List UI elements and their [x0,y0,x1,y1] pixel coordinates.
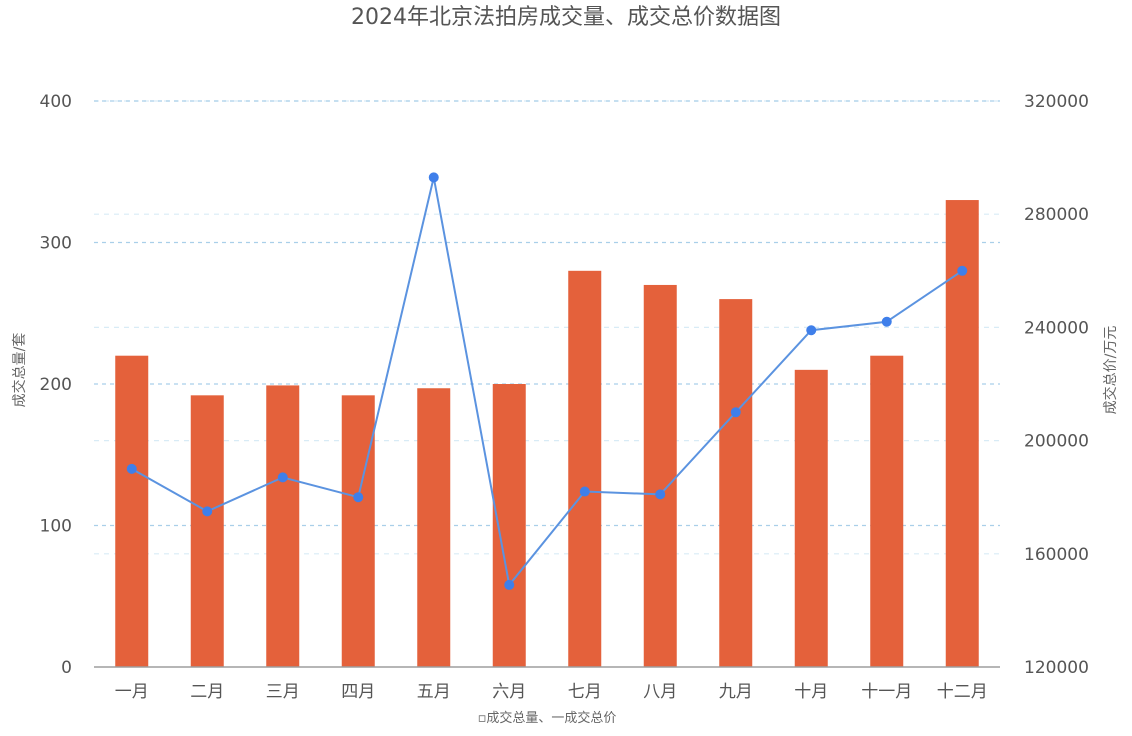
line-point-12 [957,265,968,276]
line-point-8 [655,489,666,500]
y-axis-left-title: 成交总量/套 [11,333,28,408]
x-tick-label: 五月 [417,682,451,702]
y-right-tick-label: 160000 [1024,545,1089,565]
bar-4 [341,395,375,667]
x-tick-label: 十二月 [937,682,988,702]
line-point-11 [881,316,892,327]
x-tick-label: 四月 [341,682,375,702]
bar-2 [190,395,224,667]
y-left-tick-label: 300 [40,234,72,254]
x-tick-label: 十月 [794,682,828,702]
y-axis-right-title: 成交总价/万元 [1102,326,1119,415]
x-tick-label: 六月 [492,682,526,702]
y-left-tick-label: 400 [40,92,72,112]
x-tick-label: 九月 [719,682,753,702]
bar-3 [266,385,300,667]
bar-5 [417,388,451,667]
line-point-7 [579,486,590,497]
line-point-9 [730,407,741,418]
bar-series [115,200,979,668]
line-point-1 [126,463,137,474]
x-tick-label: 一月 [115,682,149,702]
line-path [131,177,963,588]
bar-7 [568,270,602,667]
bar-1 [115,355,149,667]
line-point-5 [428,172,439,183]
line-point-3 [277,472,288,483]
bar-11 [870,355,904,667]
legend: ▫成交总量、一成交总价 [478,710,617,726]
y-right-tick-label: 240000 [1024,318,1089,338]
tick-labels: 0 100 200 300 400 120000 160000 200000 240000 280… [40,92,1089,702]
bar-8 [643,284,677,667]
line-point-4 [353,492,364,503]
y-left-tick-label: 100 [40,517,72,537]
line-point-6 [504,579,515,590]
y-left-tick-label: 0 [61,658,72,678]
x-tick-label: 三月 [266,682,300,702]
y-right-tick-label: 280000 [1024,205,1089,225]
y-right-tick-label: 200000 [1024,432,1089,452]
x-tick-label: 十一月 [861,682,912,702]
x-tick-label: 八月 [643,682,677,702]
x-tick-label: 七月 [568,682,602,702]
chart-title: 2024年北京法拍房成交量、成交总价数据图 [351,5,781,30]
bar-9 [719,299,753,667]
line-point-2 [202,506,213,517]
y-right-tick-label: 320000 [1024,92,1089,112]
y-left-tick-label: 200 [40,375,72,395]
bar-10 [794,369,828,667]
x-tick-label: 二月 [190,682,224,702]
y-right-tick-label: 120000 [1024,658,1089,678]
line-series [126,172,968,590]
gridlines [94,100,1000,555]
line-point-10 [806,325,817,336]
